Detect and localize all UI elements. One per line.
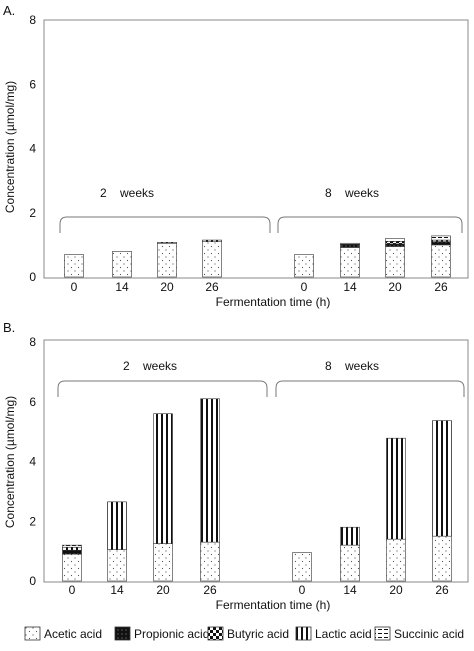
panel-a-ytick-label: 0 <box>29 270 36 284</box>
panel-a-xtick-label: 0 <box>301 280 308 294</box>
panel-b-bracket-8weeks <box>275 380 465 397</box>
panel-b-bar-segment-acetic <box>62 553 82 582</box>
panel-b-group-2weeks-label: 2 weeks <box>123 359 177 373</box>
panel-b-bar-segment-succinic <box>62 544 82 548</box>
panel-b-label: B. <box>3 320 15 335</box>
panel-a-bracket-8weeks <box>277 216 463 233</box>
panel-a-xtick-label: 14 <box>343 280 357 294</box>
panel-a-bars <box>64 235 451 278</box>
panel-a-xtick-label: 0 <box>71 280 78 294</box>
panel-a-bar-segment-lactic <box>202 239 222 242</box>
panel-a: A. Concentration (µmol/mg) Fermentation … <box>3 3 469 309</box>
panel-b-bar-segment-lactic <box>200 398 220 543</box>
panel-b-bar-segment-acetic <box>153 543 173 582</box>
panel-b-xtick-label: 0 <box>299 583 306 597</box>
panel-a-yticks: 0 2 4 6 8 <box>29 13 36 284</box>
panel-a-xtick-label: 14 <box>115 280 129 294</box>
panel-a-plot-frame <box>43 19 469 279</box>
panel-b-xtick-label: 26 <box>203 583 217 597</box>
panel-a-bar-segment-butyric <box>385 241 405 245</box>
panel-a-xtick-label: 26 <box>205 280 219 294</box>
legend-label-succinic: Succinic acid <box>394 627 464 641</box>
panel-b-bar-segment-lactic <box>432 420 452 537</box>
panel-b-ytick-label: 2 <box>29 514 36 528</box>
legend-label-propionic: Propionic acid <box>134 627 209 641</box>
panel-b-plot-frame <box>43 339 469 583</box>
legend-swatch-propionic <box>114 626 131 641</box>
panel-a-bar-segment-acetic <box>64 254 84 278</box>
panel-b-xtick-label: 0 <box>69 583 76 597</box>
legend-swatch-lactic <box>295 626 312 641</box>
legend-swatch-succinic <box>374 626 391 641</box>
panel-b-ytick-label: 0 <box>29 574 36 588</box>
panel-b-group-8weeks-label: 8 weeks <box>325 359 379 373</box>
panel-b-bar-segment-acetic <box>386 538 406 582</box>
legend-swatch-butyric <box>207 626 224 641</box>
panel-b-bar-segment-acetic <box>340 544 360 582</box>
panel-a-ytick-label: 4 <box>29 142 36 156</box>
panel-b-xticks: 0 14 20 26 0 14 20 26 <box>69 583 449 597</box>
panel-a-bar-segment-acetic <box>294 254 314 278</box>
panel-b-bracket-2weeks <box>57 380 268 397</box>
panel-b-xtick-label: 14 <box>343 583 357 597</box>
panel-a-xticks: 0 14 20 26 0 14 20 26 <box>71 280 448 294</box>
panel-b-ytick-label: 4 <box>29 455 36 469</box>
panel-a-ytick-label: 6 <box>29 77 36 91</box>
panel-b-ytick-label: 8 <box>29 335 36 349</box>
panel-b: B. Concentration (µmol/mg) Fermentation … <box>3 320 469 612</box>
panel-a-xtick-label: 26 <box>434 280 448 294</box>
panel-a-bar-segment-acetic <box>340 247 360 278</box>
panel-a-bar-segment-acetic <box>431 244 451 278</box>
panel-b-yticks: 0 2 4 6 8 <box>29 335 36 588</box>
panel-a-ytick-label: 8 <box>29 13 36 27</box>
panel-a-bar-segment-acetic <box>112 251 132 278</box>
panel-b-bar-segment-lactic <box>153 413 173 544</box>
panel-a-brackets <box>59 216 463 233</box>
panel-a-bar-segment-propionic <box>385 243 405 247</box>
panel-b-bar-segment-acetic <box>200 541 220 582</box>
panel-b-bar-segment-acetic <box>432 535 452 582</box>
panel-a-bar-segment-acetic <box>157 242 177 278</box>
panel-a-bar-segment-acetic <box>385 246 405 278</box>
panel-b-xtick-label: 26 <box>435 583 449 597</box>
panel-b-xtick-label: 20 <box>389 583 403 597</box>
panel-a-bar-segment-propionic <box>431 241 451 246</box>
panel-a-bar-segment-lactic <box>157 242 177 244</box>
panel-a-xtick-label: 20 <box>388 280 402 294</box>
panel-a-ylabel: Concentration (µmol/mg) <box>3 81 17 213</box>
panel-a-xlabel: Fermentation time (h) <box>216 295 331 309</box>
panel-a-group-2weeks-label: 2 weeks <box>100 186 154 200</box>
panel-a-group-8weeks-label: 8 weeks <box>325 186 379 200</box>
panel-b-xtick-label: 14 <box>110 583 124 597</box>
panel-b-bar-segment-lactic <box>107 501 127 550</box>
legend-label-butyric: Butyric acid <box>227 627 289 641</box>
panel-b-bar-segment-propionic <box>62 549 82 555</box>
panel-a-bar-segment-acetic <box>202 241 222 278</box>
panel-a-bracket-2weeks <box>59 216 271 233</box>
panel-a-bar-segment-succinic <box>431 235 451 241</box>
panel-a-bar-segment-succinic <box>385 238 405 242</box>
panel-b-brackets <box>57 380 465 397</box>
panel-b-ytick-label: 6 <box>29 395 36 409</box>
panel-b-bar-segment-lactic <box>62 546 82 551</box>
panel-b-bar-segment-lactic <box>340 526 360 546</box>
panel-b-bars <box>62 398 452 582</box>
panel-b-xlabel: Fermentation time (h) <box>216 598 331 612</box>
panel-b-bar-segment-acetic <box>107 549 127 582</box>
panel-b-bar-segment-acetic <box>292 552 312 582</box>
panel-b-bar-segment-lactic <box>386 437 406 540</box>
panel-a-bar-segment-succinic <box>340 242 360 245</box>
legend-swatch-acetic <box>24 626 41 641</box>
panel-a-bar-segment-propionic <box>340 243 360 248</box>
legend: Acetic acid Propionic acid Butyric acid Lac… <box>24 626 464 641</box>
panel-a-xtick-label: 20 <box>160 280 174 294</box>
legend-label-acetic: Acetic acid <box>44 627 102 641</box>
panel-b-xtick-label: 20 <box>156 583 170 597</box>
panel-b-ylabel: Concentration (µmol/mg) <box>3 396 17 528</box>
legend-label-lactic: Lactic acid <box>315 627 372 641</box>
panel-a-label: A. <box>3 3 15 18</box>
panel-a-ytick-label: 2 <box>29 206 36 220</box>
